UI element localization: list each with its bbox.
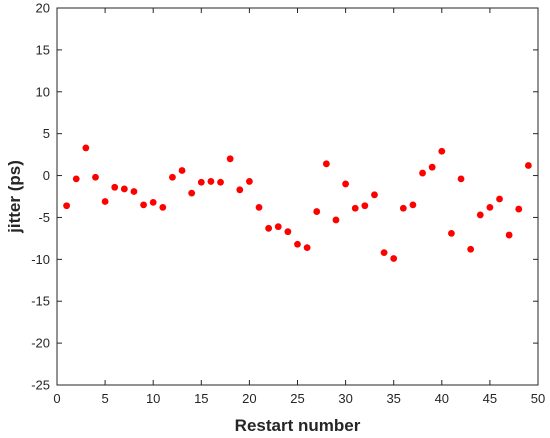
data-point (361, 202, 369, 210)
data-point (72, 175, 80, 183)
x-tick-label: 40 (435, 391, 449, 406)
x-tick-label: 35 (386, 391, 400, 406)
data-point (457, 175, 465, 183)
data-point (332, 216, 340, 224)
data-point (515, 205, 523, 213)
data-point (380, 249, 388, 257)
data-point (294, 240, 301, 248)
data-points (63, 144, 532, 262)
x-tick-label: 30 (338, 391, 352, 406)
data-point (207, 178, 215, 185)
data-point (524, 162, 532, 169)
data-point (467, 245, 475, 253)
data-point (486, 203, 494, 211)
data-point (399, 204, 407, 212)
y-tick-label: 20 (36, 1, 50, 16)
data-point (246, 178, 253, 185)
data-point (313, 208, 321, 215)
x-tick-label: 15 (194, 391, 208, 406)
data-point (63, 202, 71, 210)
data-point (342, 180, 349, 188)
data-point (101, 198, 109, 205)
data-point (265, 224, 273, 232)
x-tick-label: 45 (483, 391, 497, 406)
plot-area (57, 8, 538, 385)
data-point (448, 229, 455, 237)
y-tick-label: 10 (36, 84, 50, 99)
data-point (390, 255, 398, 262)
y-tick-label: -15 (31, 294, 50, 309)
data-point (169, 173, 176, 181)
data-point (178, 167, 186, 174)
x-tick-label: 5 (101, 391, 108, 406)
data-point (226, 155, 234, 163)
x-tick-label: 50 (531, 391, 545, 406)
data-point (255, 203, 263, 211)
data-point (476, 211, 484, 219)
data-point (236, 186, 244, 194)
y-tick-label: -20 (31, 336, 50, 351)
x-tick-label: 0 (53, 391, 60, 406)
data-point (92, 173, 99, 181)
data-point (140, 201, 147, 209)
y-tick-label: -25 (31, 378, 50, 393)
data-point (303, 244, 311, 252)
data-point (371, 191, 378, 199)
y-tick-label: 0 (43, 168, 50, 183)
y-tick-label: -10 (31, 252, 50, 267)
data-point (505, 231, 513, 239)
x-tick-label: 25 (290, 391, 304, 406)
data-point (419, 169, 426, 177)
y-axis-label: jitter (ps) (5, 160, 24, 234)
y-tick-label: -5 (38, 210, 50, 225)
x-tick-label: 10 (146, 391, 160, 406)
data-point (409, 201, 417, 209)
data-point (82, 144, 90, 152)
data-point (159, 203, 167, 211)
data-point (274, 223, 282, 231)
x-axis-ticks: 0 5 10 15 20 25 30 35 40 45 50 (53, 8, 545, 406)
data-point (428, 163, 436, 171)
data-point (351, 204, 359, 212)
x-axis-label: Restart number (235, 416, 361, 435)
data-point (322, 160, 330, 168)
data-point (120, 185, 128, 193)
data-point (438, 147, 446, 155)
data-point (284, 228, 292, 236)
data-point (188, 189, 196, 197)
y-axis-ticks: -25 -20 -15 -10 -5 0 5 10 15 20 (31, 1, 538, 393)
data-point (111, 183, 119, 191)
y-tick-label: 15 (36, 42, 50, 57)
y-tick-label: 5 (43, 126, 50, 141)
data-point (130, 188, 138, 195)
data-point (197, 178, 205, 186)
data-point (217, 178, 224, 186)
data-point (149, 198, 157, 206)
x-tick-label: 20 (242, 391, 256, 406)
data-point (496, 195, 503, 203)
